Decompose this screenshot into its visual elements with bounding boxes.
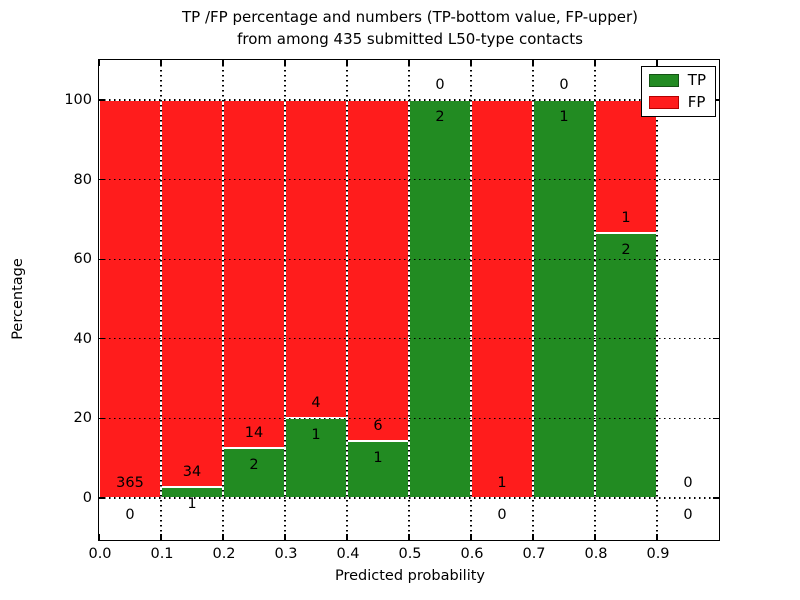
legend: TP FP xyxy=(640,66,716,117)
fp-count-label-0.7-0.8: 0 xyxy=(559,77,569,93)
x-gridline xyxy=(594,60,596,540)
x-tickmark-top xyxy=(160,60,162,66)
fp-bar-segment-0.1-0.2 xyxy=(161,100,223,487)
tp-count-label-0.8-0.9: 2 xyxy=(621,241,631,258)
x-tick-label: 0.0 xyxy=(88,546,112,562)
fp-count-label-0.2-0.3: 14 xyxy=(244,425,264,442)
x-tickmark-bottom xyxy=(408,534,410,540)
tp-count-label-0.5-0.6: 2 xyxy=(435,109,445,125)
tp-bar-segment-0.8-0.9 xyxy=(595,232,657,498)
x-gridline xyxy=(284,60,286,540)
y-tickmark-left xyxy=(99,497,105,499)
fp-count-label-0.6-0.7: 1 xyxy=(497,475,507,491)
tp-count-label-0.2-0.3: 2 xyxy=(249,457,259,474)
x-tick-label: 0.3 xyxy=(274,546,298,562)
tp-count-label-0.3-0.4: 1 xyxy=(311,427,321,444)
y-axis-label: Percentage xyxy=(10,258,26,340)
x-tickmark-bottom xyxy=(656,534,658,540)
fp-bar-segment-0.0-0.1 xyxy=(99,100,161,498)
y-tickmark-left xyxy=(99,99,105,101)
x-tickmark-bottom xyxy=(98,534,100,540)
x-tick-label: 0.2 xyxy=(212,546,236,562)
fp-legend-swatch xyxy=(648,96,679,109)
fp-count-label-0.8-0.9: 1 xyxy=(621,209,631,226)
tp-count-label-0.4-0.5: 1 xyxy=(373,450,383,467)
y-tick-label: 20 xyxy=(73,410,92,427)
x-gridline xyxy=(346,60,348,540)
y-tickmark-right xyxy=(713,338,719,340)
x-tickmark-bottom xyxy=(470,534,472,540)
fp-legend-label: FP xyxy=(687,93,706,111)
legend-row-tp: TP xyxy=(648,71,706,89)
y-tick-label: 60 xyxy=(73,251,92,268)
chart-title-line2: from among 435 submitted L50-type contac… xyxy=(237,30,583,48)
y-tickmark-right xyxy=(713,99,719,101)
x-tick-label: 0.4 xyxy=(336,546,360,562)
x-tickmark-top xyxy=(656,60,658,66)
tp-count-label-0.6-0.7: 0 xyxy=(497,507,507,523)
x-tickmark-bottom xyxy=(222,534,224,540)
x-tickmark-bottom xyxy=(284,534,286,540)
plot-area: TP FP 365 0 34 1 14 2 4 1 6 1 0 2 1 0 0 1 1 2 0 0 xyxy=(98,59,720,541)
y-tickmark-left xyxy=(99,258,105,260)
x-gridline xyxy=(656,60,658,540)
x-tickmark-bottom xyxy=(594,534,596,540)
y-tickmark-left xyxy=(99,178,105,181)
tp-legend-label: TP xyxy=(687,71,706,89)
fp-count-label-0.3-0.4: 4 xyxy=(311,395,321,412)
y-tick-label: 0 xyxy=(82,490,92,506)
chart-title-line1: TP /FP percentage and numbers (TP-bottom… xyxy=(182,8,638,26)
y-tick-label: 80 xyxy=(73,171,92,188)
y-tickmark-right xyxy=(713,258,719,260)
x-tick-label: 0.7 xyxy=(522,546,546,562)
tp-bar-segment-0.5-0.6 xyxy=(409,100,471,498)
x-axis-label: Predicted probability xyxy=(334,568,486,584)
x-tickmark-top xyxy=(222,60,224,66)
x-tickmark-top xyxy=(532,60,534,66)
chart-title: TP /FP percentage and numbers (TP-bottom… xyxy=(100,6,720,50)
y-tickmark-right xyxy=(713,178,719,181)
x-tick-label: 0.1 xyxy=(150,546,174,562)
x-tickmark-top xyxy=(594,60,596,66)
y-tickmark-left xyxy=(99,338,105,340)
fp-count-label-0.9-1.0: 0 xyxy=(683,475,693,491)
fp-count-label-0.5-0.6: 0 xyxy=(435,77,445,93)
tp-bar-segment-0.7-0.8 xyxy=(533,100,595,498)
x-tickmark-top xyxy=(98,60,100,66)
x-tick-label: 0.5 xyxy=(398,546,422,562)
x-gridline xyxy=(160,60,162,540)
fp-bar-segment-0.4-0.5 xyxy=(347,100,409,442)
y-tickmark-right xyxy=(713,417,719,420)
x-gridline xyxy=(222,60,224,540)
x-tickmark-bottom xyxy=(346,534,348,540)
x-tickmark-bottom xyxy=(532,534,534,540)
x-tickmark-top xyxy=(346,60,348,66)
x-tick-label: 0.9 xyxy=(646,546,670,562)
x-gridline xyxy=(532,60,534,540)
x-tickmark-top xyxy=(470,60,472,66)
fp-bar-segment-0.2-0.3 xyxy=(223,100,285,449)
y-tick-label: 100 xyxy=(64,92,92,108)
fp-count-label-0.4-0.5: 6 xyxy=(373,418,383,435)
y-tick-label: 40 xyxy=(73,330,92,347)
legend-row-fp: FP xyxy=(648,93,706,111)
tp-count-label-0.7-0.8: 1 xyxy=(559,109,569,125)
x-gridline xyxy=(408,60,410,540)
x-tick-label: 0.8 xyxy=(584,546,608,562)
tp-count-label-0.0-0.1: 0 xyxy=(125,507,135,523)
x-tickmark-top xyxy=(408,60,410,66)
fp-count-label-0.1-0.2: 34 xyxy=(182,463,202,480)
x-tickmark-bottom xyxy=(160,534,162,540)
tp-count-label-0.9-1.0: 0 xyxy=(683,507,693,523)
x-gridline xyxy=(470,60,472,540)
y-tickmark-right xyxy=(713,497,719,499)
tp-count-label-0.1-0.2: 1 xyxy=(187,495,197,512)
fp-bar-segment-0.6-0.7 xyxy=(471,100,533,498)
fp-count-label-0.0-0.1: 365 xyxy=(116,475,144,491)
y-tickmark-left xyxy=(99,417,105,420)
tp-legend-swatch xyxy=(648,74,679,87)
x-tick-label: 0.6 xyxy=(460,546,484,562)
x-tickmark-top xyxy=(284,60,286,66)
